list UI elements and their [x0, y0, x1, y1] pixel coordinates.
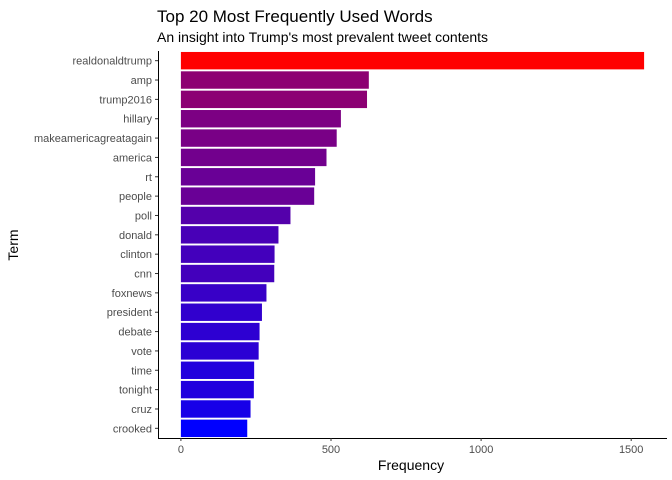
x-tick-label: 0 — [178, 444, 184, 456]
chart-subtitle: An insight into Trump's most prevalent t… — [157, 29, 488, 45]
y-tick-label: tonight — [119, 385, 152, 397]
bar-cnn — [180, 264, 275, 283]
bar-president — [180, 303, 262, 321]
y-tick-label: foxnews — [112, 288, 153, 300]
bar-debate — [180, 322, 260, 341]
y-tick-label: president — [107, 307, 152, 319]
bar-crooked — [180, 419, 248, 438]
y-tick-label: realdonaldtrump — [73, 56, 153, 68]
y-axis-title: Term — [5, 229, 21, 260]
bar-poll — [180, 206, 291, 225]
bar-america — [180, 148, 327, 167]
y-tick-label: time — [131, 365, 152, 377]
y-tick-label: clinton — [120, 249, 152, 261]
bar-rt — [180, 168, 316, 186]
y-tick-label: amp — [131, 75, 152, 87]
bar-people — [180, 187, 315, 205]
y-tick-label: trump2016 — [99, 94, 152, 106]
bar-foxnews — [180, 284, 267, 302]
y-tick-label: makeamericagreatagain — [34, 133, 152, 145]
x-tick-label: 1000 — [469, 444, 493, 456]
x-axis: 0 500 1000 1500 — [178, 438, 643, 456]
y-tick-label: cnn — [134, 269, 152, 281]
bar-vote — [180, 342, 259, 360]
bar-cruz — [180, 400, 251, 418]
y-tick-label: hillary — [123, 114, 152, 126]
y-tick-label: vote — [131, 346, 152, 358]
bar-clinton — [180, 245, 275, 263]
y-tick-label: crooked — [113, 423, 152, 435]
plot-area — [180, 51, 645, 438]
bar-tonight — [180, 380, 254, 399]
bar-trump2016 — [180, 90, 368, 109]
y-tick-label: america — [113, 152, 153, 164]
x-axis-title: Frequency — [378, 457, 444, 473]
y-tick-label: debate — [118, 327, 152, 339]
bar-hillary — [180, 110, 341, 128]
y-axis: realdonaldtrump amp trump2016 hillary makeam… — [34, 56, 158, 435]
y-tick-label: donald — [119, 230, 152, 242]
bar-time — [180, 361, 255, 379]
y-tick-label: people — [119, 191, 152, 203]
bar-realdonaldtrump — [180, 51, 645, 70]
x-tick-label: 500 — [322, 444, 340, 456]
y-tick-label: rt — [145, 172, 152, 184]
bar-donald — [180, 226, 279, 244]
y-tick-label: poll — [135, 210, 152, 222]
x-tick-label: 1500 — [619, 444, 643, 456]
bar-amp — [180, 71, 369, 89]
chart-title: Top 20 Most Frequently Used Words — [157, 7, 433, 26]
y-tick-label: cruz — [131, 404, 152, 416]
bar-makeamericagreatagain — [180, 129, 337, 147]
